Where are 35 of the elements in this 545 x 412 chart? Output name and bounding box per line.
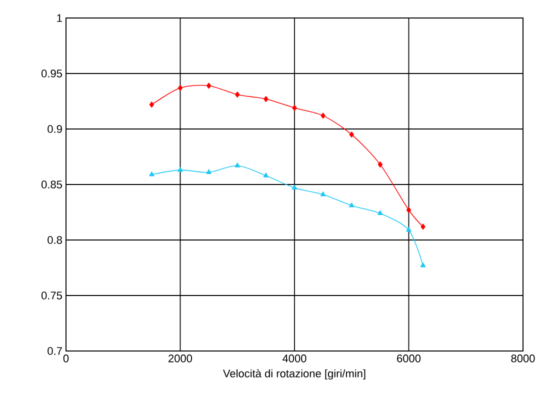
point xyxy=(149,102,154,108)
point xyxy=(292,104,297,111)
point xyxy=(349,132,354,138)
x-tick-label: 8000 xyxy=(511,354,535,362)
point xyxy=(264,96,268,102)
point xyxy=(420,262,426,268)
point xyxy=(178,167,183,172)
y-tick-label: 0.8 xyxy=(48,236,62,244)
point xyxy=(206,169,212,174)
point xyxy=(178,84,183,91)
y-tick-label: 0.95 xyxy=(41,70,62,78)
x-tick-label: 2000 xyxy=(168,354,192,362)
x-tick-label: 4000 xyxy=(282,354,306,362)
point xyxy=(378,162,383,168)
point xyxy=(320,112,326,119)
y-tick-label: 0.9 xyxy=(48,125,62,133)
point xyxy=(149,172,154,176)
point xyxy=(206,82,212,89)
point xyxy=(420,224,426,230)
point xyxy=(378,210,383,216)
point xyxy=(348,202,354,208)
y-tick-label: 0.7 xyxy=(48,347,62,355)
y-tick-label: 1 xyxy=(57,14,62,22)
point xyxy=(235,92,240,98)
point xyxy=(406,207,412,214)
point xyxy=(263,172,269,178)
y-tick-label: 0.85 xyxy=(41,180,62,188)
y-tick-label: 0.75 xyxy=(41,292,62,300)
point xyxy=(406,227,412,232)
point xyxy=(320,191,326,196)
point xyxy=(234,162,240,168)
x-tick-label: 6000 xyxy=(397,354,421,362)
point xyxy=(292,184,298,190)
x-tick-label: 0 xyxy=(63,354,69,362)
x-axis-title: Velocità di rotazione [giri/min] xyxy=(223,369,366,380)
